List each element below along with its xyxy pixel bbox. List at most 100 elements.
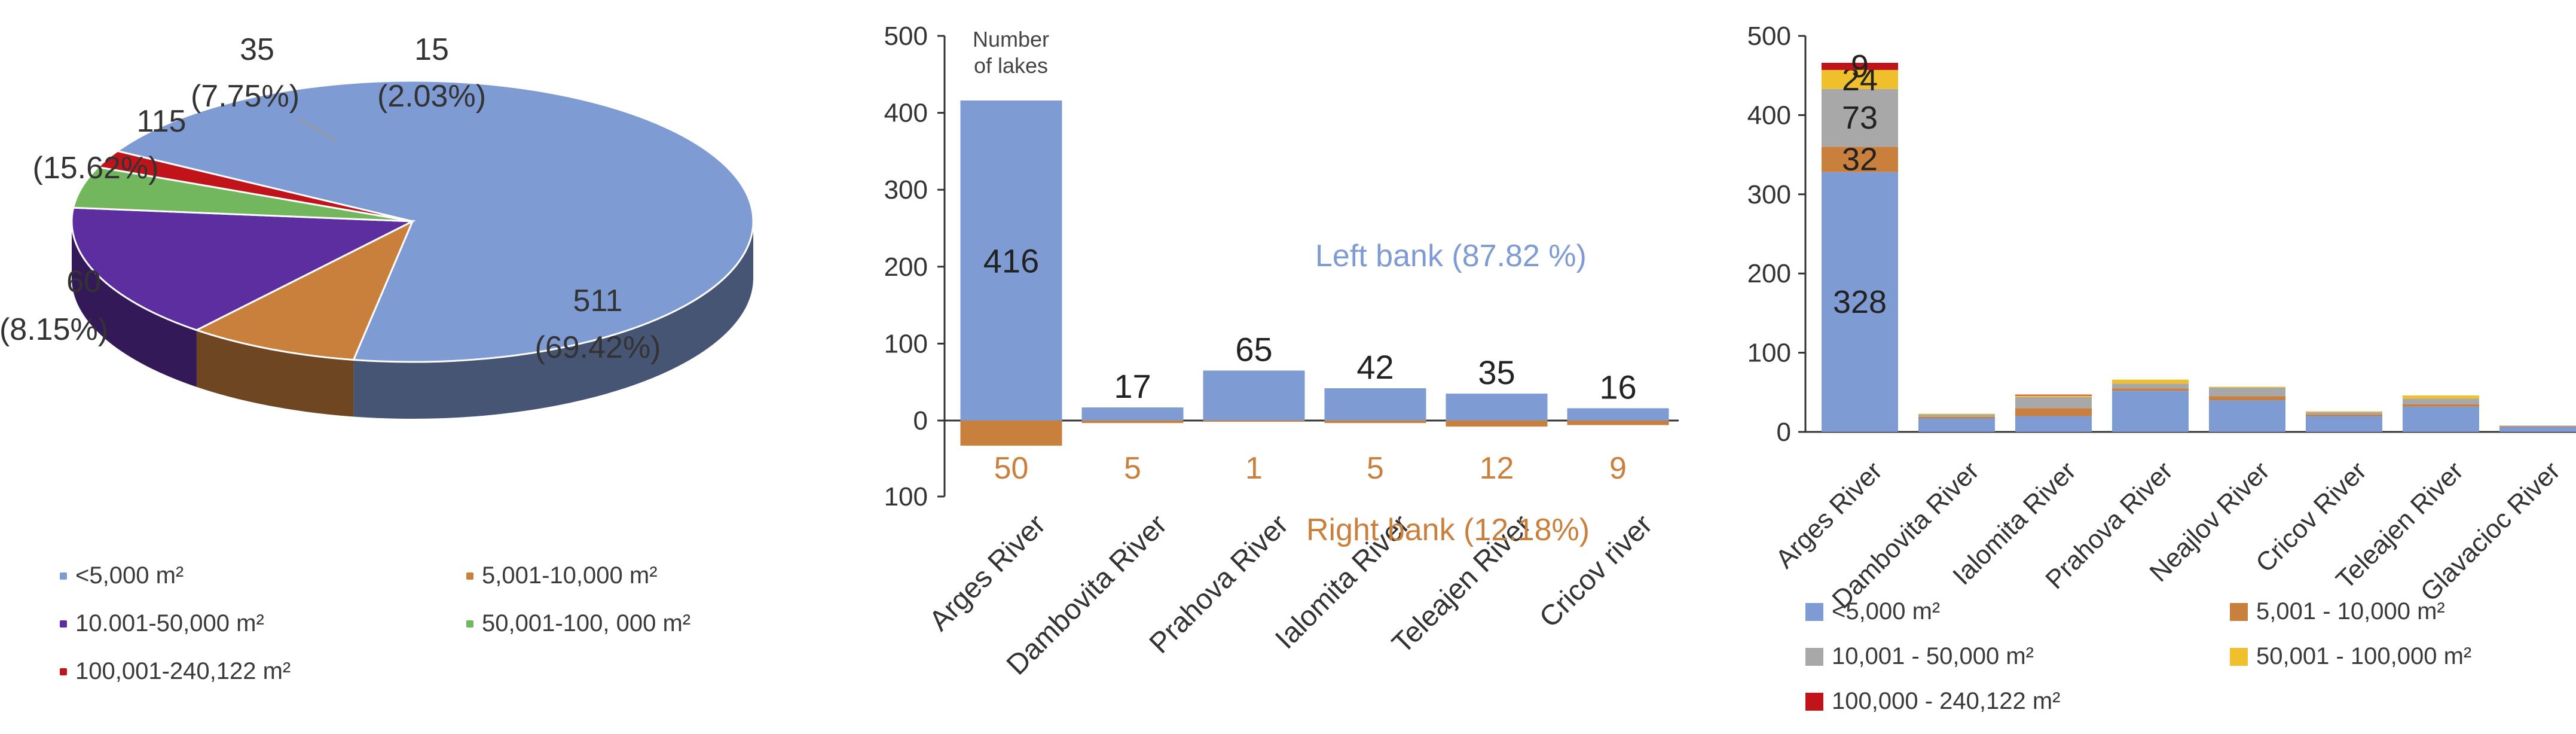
left-bank-value-label: 16 [1599, 368, 1636, 406]
legend-label: 50,001-100, 000 m² [482, 610, 691, 636]
y-tick-label: 300 [1747, 180, 1791, 209]
bank-bar-chart-panel: 500 400 300 200 100 0 100 416 50 Arges River 17 5 Da… [837, 0, 1698, 734]
stacked-segment [2015, 416, 2092, 432]
pie-legend-item: 5,001-10,000 m² [466, 562, 658, 589]
stacked-segment [1822, 69, 1898, 89]
stacked-segment [1918, 414, 1995, 417]
left-bank-bar [1203, 370, 1305, 421]
pie-count-label: 15 [414, 32, 449, 67]
stacked-segment [2499, 425, 2576, 427]
stacked-segment [2112, 383, 2189, 389]
legend-label: 10.001-50,000 m² [75, 610, 264, 636]
stacked-value-label: 328 [1833, 284, 1887, 320]
pie-percent-label: (7.75%) [191, 79, 300, 114]
left-bank-bar [960, 100, 1062, 421]
stacked-segment [2403, 395, 2479, 399]
legend-swatch [466, 572, 473, 580]
pie-slice-side [353, 221, 754, 419]
pie-percent-label: (69.42%) [535, 330, 661, 365]
legend-swatch [2230, 647, 2248, 666]
legend-label: <5,000 m² [75, 562, 184, 589]
stacked-segment [2209, 400, 2285, 432]
stacked-segment [2306, 414, 2382, 416]
y-tick-label: 100 [1747, 339, 1791, 368]
legend-label: 5,001 - 10,000 m² [2256, 598, 2445, 625]
y-tick-label: 400 [884, 99, 928, 128]
category-label: Arges River [924, 508, 1052, 637]
stacked-value-label: 32 [1842, 142, 1878, 178]
stacked-legend-item: 50,001 - 100,000 m² [2230, 643, 2471, 670]
y-tick-label: 100 [884, 329, 928, 358]
left-bank-value-label: 65 [1235, 330, 1272, 368]
left-bank-bar [1081, 407, 1184, 421]
legend-swatch [1805, 647, 1823, 666]
pie-percent-label: (2.03%) [377, 79, 486, 114]
pie-count-label: 35 [240, 32, 274, 67]
y-tick-label: 200 [1747, 259, 1791, 288]
right-bank-value-label: 9 [1609, 451, 1627, 486]
left-bank-value-label: 17 [1114, 367, 1151, 405]
legend-label: 100,001-240,122 m² [75, 658, 291, 684]
y-axis-title: of lakes [974, 53, 1048, 78]
legend-swatch [60, 572, 67, 580]
stacked-segment [2209, 387, 2285, 397]
pie-slice [71, 206, 416, 331]
y-axis-title: Number [973, 27, 1049, 51]
stacked-segment [1822, 172, 1898, 432]
stacked-segment [1918, 418, 1995, 432]
right-bank-bar [1324, 421, 1426, 424]
stacked-value-label: 73 [1842, 100, 1878, 136]
stacked-segment [2112, 388, 2189, 391]
right-bank-bar [1203, 421, 1305, 422]
stacked-segment [2403, 406, 2479, 432]
stacked-segment [2306, 412, 2382, 415]
y-tick-label: 0 [1777, 418, 1791, 447]
y-tick-label: 100 [884, 482, 928, 511]
legend-swatch [466, 620, 473, 628]
pie-legend-item: 100,001-240,122 m² [60, 658, 291, 685]
left-bank-value-label: 35 [1478, 354, 1515, 391]
legend-label: 10,001 - 50,000 m² [1832, 643, 2034, 669]
pie-slice [115, 80, 754, 363]
right-bank-value-label: 5 [1367, 451, 1384, 486]
y-tick-label: 300 [884, 175, 928, 205]
right-bank-bar [960, 421, 1062, 446]
pie-chart: 511 (69.42%) 60 (8.15%) 115 (15.62%) 35 (7.75%)… [0, 32, 754, 419]
left-bank-annotation: Left bank (87.82 %) [1315, 239, 1587, 273]
y-tick-label: 0 [913, 406, 928, 435]
stacked-segment [1822, 63, 1898, 70]
pie-count-label: 60 [66, 264, 101, 299]
left-bank-bar [1446, 393, 1548, 421]
pie-count-label: 115 [137, 104, 187, 139]
stacked-segment [2112, 391, 2189, 432]
legend-swatch [2230, 602, 2248, 621]
left-bank-value-label: 42 [1356, 348, 1394, 386]
stacked-segment [2209, 396, 2285, 401]
pie-slice-side [71, 221, 197, 387]
stacked-segment [2112, 379, 2189, 384]
pie-percent-label: (8.15%) [0, 312, 108, 347]
stacked-segment [2306, 416, 2382, 432]
left-bank-bar [1567, 408, 1669, 421]
pie-count-label: 511 [573, 284, 623, 318]
pie-leader-line [298, 118, 336, 142]
stacked-segment [1918, 416, 1995, 419]
stacked-segment [1918, 413, 1995, 415]
stacked-legend-item: 5,001 - 10,000 m² [2230, 598, 2445, 625]
pie-chart-panel: 511 (69.42%) 60 (8.15%) 115 (15.62%) 35 (7.75%)… [0, 0, 825, 734]
stacked-legend-item: 100,000 - 240,122 m² [1805, 688, 2060, 715]
legend-label: 5,001-10,000 m² [482, 562, 658, 589]
pie-legend-item: 10.001-50,000 m² [60, 610, 264, 637]
stacked-segment [2015, 408, 2092, 416]
right-bank-bar [1081, 421, 1184, 424]
legend-swatch [1805, 602, 1823, 621]
left-bank-value-label: 416 [983, 242, 1039, 280]
stacked-legend-item: <5,000 m² [1805, 598, 1940, 625]
stacked-segment [2015, 395, 2092, 397]
stacked-segment [2403, 404, 2479, 407]
stacked-segment [2403, 398, 2479, 404]
pie-legend-item: <5,000 m² [60, 562, 184, 589]
right-bank-annotation: Right bank (12.18%) [1306, 513, 1590, 547]
